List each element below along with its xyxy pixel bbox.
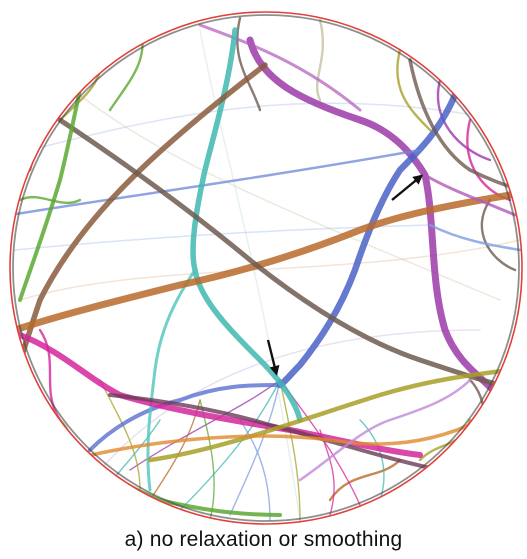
purple-branch — [198, 23, 362, 112]
disk-border — [9, 11, 523, 525]
blue-lower — [88, 383, 282, 452]
arrow-upper-right — [391, 174, 424, 201]
brown-right-upper — [408, 58, 522, 192]
orange-brown-bundle — [11, 191, 514, 334]
arrow-center — [266, 339, 280, 376]
gray-brown-bundle — [57, 117, 503, 388]
dark-plum-bundle — [108, 393, 442, 472]
disk-inner-border — [12, 14, 520, 522]
purple-right-branch — [423, 173, 517, 217]
teal-bundle — [190, 27, 303, 423]
teal-branch — [146, 268, 197, 492]
olive-bundle — [147, 367, 513, 463]
figure-caption: a) no relaxation or smoothing — [124, 528, 403, 551]
brown-diagonal-bundle — [12, 62, 268, 383]
orange-lower-bundle — [68, 418, 482, 462]
lavender-edge — [298, 378, 472, 482]
light-blue-right — [428, 223, 522, 252]
